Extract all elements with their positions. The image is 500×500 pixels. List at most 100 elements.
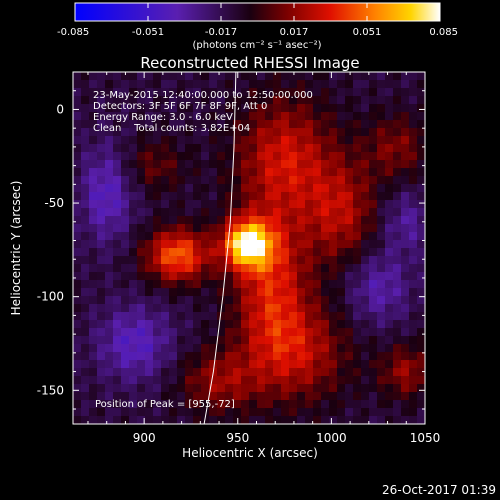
heatmap-cell	[137, 104, 146, 113]
heatmap-cell	[241, 224, 250, 233]
heatmap-cell	[201, 208, 210, 217]
heatmap-cell	[185, 376, 194, 385]
heatmap-cell	[97, 144, 106, 153]
heatmap-cell	[305, 152, 314, 161]
heatmap-cell	[161, 136, 170, 145]
heatmap-cell	[265, 160, 274, 169]
heatmap-cell	[145, 152, 154, 161]
heatmap-cell	[89, 288, 98, 297]
heatmap-cell	[409, 96, 418, 105]
heatmap-cell	[105, 360, 114, 369]
heatmap-cell	[361, 368, 370, 377]
heatmap-cell	[121, 120, 130, 129]
heatmap-cell	[321, 184, 330, 193]
heatmap-cell	[233, 304, 242, 313]
heatmap-cell	[137, 72, 146, 81]
heatmap-cell	[193, 416, 202, 424]
heatmap-cell	[281, 88, 290, 97]
x-tick-label: 1000	[316, 431, 347, 445]
heatmap-cell	[145, 240, 154, 249]
heatmap-cell	[145, 312, 154, 321]
heatmap-cell	[89, 136, 98, 145]
heatmap-cell	[185, 80, 194, 89]
heatmap-cell	[209, 288, 218, 297]
heatmap-cell	[241, 152, 250, 161]
heatmap-cell	[185, 328, 194, 337]
heatmap-cell	[185, 248, 194, 257]
heatmap-cell	[337, 352, 346, 361]
heatmap-cell	[73, 216, 82, 225]
heatmap-cell	[129, 152, 138, 161]
heatmap-cell	[225, 208, 234, 217]
heatmap-cell	[201, 288, 210, 297]
heatmap-cell	[289, 392, 298, 401]
heatmap-cell	[233, 272, 242, 281]
heatmap-cell	[305, 272, 314, 281]
heatmap-cell	[337, 232, 346, 241]
colorbar-ticks: -0.085 -0.051 -0.017 0.017 0.051 0.085	[57, 3, 458, 38]
heatmap-cell	[345, 384, 354, 393]
heatmap-cell	[273, 224, 282, 233]
heatmap-cell	[369, 248, 378, 257]
heatmap-cell	[409, 240, 418, 249]
heatmap-cell	[385, 160, 394, 169]
heatmap-cell	[265, 408, 274, 417]
heatmap-cell	[161, 240, 170, 249]
heatmap-cell	[417, 96, 425, 105]
heatmap-cell	[89, 184, 98, 193]
heatmap-cell	[257, 392, 266, 401]
heatmap-cell	[81, 248, 90, 257]
heatmap-cell	[393, 256, 402, 265]
heatmap-cell	[401, 400, 410, 409]
heatmap-cell	[329, 272, 338, 281]
heatmap-cell	[353, 264, 362, 273]
heatmap-cell	[321, 248, 330, 257]
heatmap-cell	[81, 208, 90, 217]
heatmap-cell	[409, 224, 418, 233]
heatmap-cell	[177, 248, 186, 257]
heatmap-cell	[417, 184, 425, 193]
heatmap-cell	[113, 280, 122, 289]
heatmap-cell	[97, 104, 106, 113]
heatmap-cell	[361, 312, 370, 321]
heatmap-cell	[265, 352, 274, 361]
heatmap-cell	[313, 216, 322, 225]
heatmap-cell	[249, 384, 258, 393]
heatmap-cell	[169, 264, 178, 273]
heatmap-cell	[73, 160, 82, 169]
heatmap-cell	[129, 376, 138, 385]
heatmap-cell	[337, 136, 346, 145]
heatmap-cell	[393, 344, 402, 353]
heatmap-cell	[361, 192, 370, 201]
heatmap-cell	[121, 272, 130, 281]
heatmap-cell	[217, 288, 226, 297]
heatmap-cell	[81, 400, 90, 409]
heatmap-cell	[401, 312, 410, 321]
heatmap-cell	[313, 296, 322, 305]
heatmap-cell	[73, 80, 82, 89]
heatmap-cell	[177, 216, 186, 225]
heatmap-cell	[377, 136, 386, 145]
heatmap-cell	[305, 320, 314, 329]
heatmap-cell	[273, 264, 282, 273]
heatmap-cell	[177, 352, 186, 361]
heatmap-cell	[353, 288, 362, 297]
heatmap-cell	[393, 104, 402, 113]
heatmap-cell	[409, 392, 418, 401]
heatmap-cell	[121, 128, 130, 137]
heatmap-cell	[89, 168, 98, 177]
heatmap-cell	[121, 184, 130, 193]
heatmap-cell	[153, 312, 162, 321]
heatmap-cell	[121, 80, 130, 89]
heatmap-cell	[353, 408, 362, 417]
heatmap-cell	[73, 184, 82, 193]
heatmap-cell	[129, 112, 138, 121]
heatmap-cell	[321, 232, 330, 241]
heatmap-cell	[337, 384, 346, 393]
heatmap-cell	[113, 360, 122, 369]
heatmap-cell	[161, 224, 170, 233]
heatmap-cell	[97, 400, 106, 409]
heatmap-cell	[369, 112, 378, 121]
heatmap-cell	[297, 312, 306, 321]
heatmap-cell	[249, 296, 258, 305]
